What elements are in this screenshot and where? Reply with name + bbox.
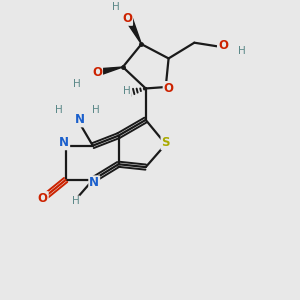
Text: H: H [123,86,131,96]
Text: O: O [92,66,102,79]
Text: H: H [92,105,100,115]
Text: S: S [161,136,170,149]
Text: N: N [75,113,85,126]
Text: N: N [89,176,99,189]
Text: O: O [164,82,174,95]
Text: O: O [38,192,48,205]
Text: H: H [112,2,120,12]
Text: H: H [238,46,245,56]
Text: O: O [122,12,132,25]
Text: H: H [72,196,80,206]
Polygon shape [95,67,123,76]
Text: N: N [59,136,69,149]
Text: H: H [73,79,81,89]
Polygon shape [125,17,141,44]
Text: O: O [218,39,228,52]
Text: H: H [55,105,62,115]
